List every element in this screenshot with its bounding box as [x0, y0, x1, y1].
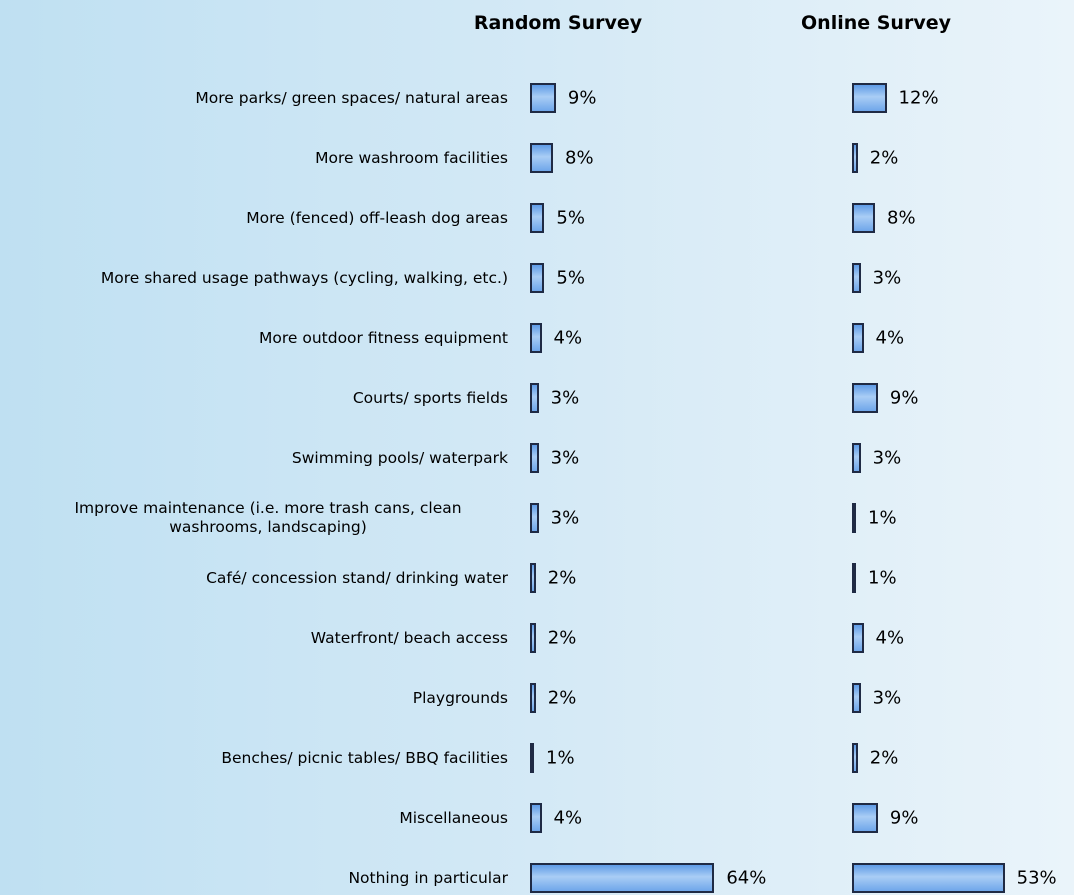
value-label: 1% [868, 567, 897, 589]
category-label-box: Courts/ sports fields [353, 373, 508, 423]
bar [530, 383, 539, 413]
value-label: 3% [550, 447, 580, 469]
bar [852, 263, 861, 293]
bar [852, 623, 864, 653]
value-label: 2% [869, 747, 899, 769]
category-label-box: More shared usage pathways (cycling, wal… [101, 253, 508, 303]
value-label: 9% [889, 807, 919, 829]
category-label: More parks/ green spaces/ natural areas [195, 88, 508, 107]
bar [852, 203, 876, 233]
bar [852, 83, 887, 113]
bar [530, 683, 536, 713]
value-label: 1% [868, 507, 897, 529]
category-label-box: Playgrounds [413, 673, 508, 723]
bar [530, 563, 536, 593]
bar [852, 563, 856, 593]
category-label-box: Benches/ picnic tables/ BBQ facilities [221, 733, 508, 783]
value-label: 8% [565, 147, 594, 169]
value-label: 64% [726, 867, 767, 889]
value-label: 1% [546, 747, 575, 769]
category-label: More outdoor fitness equipment [259, 328, 508, 347]
value-label: 3% [550, 387, 580, 409]
bar [530, 323, 542, 353]
category-label: More shared usage pathways (cycling, wal… [100, 268, 508, 287]
value-label: 8% [887, 207, 916, 229]
value-label: 3% [872, 447, 902, 469]
value-label: 2% [547, 687, 577, 709]
category-label-box: More parks/ green spaces/ natural areas [195, 73, 508, 123]
category-label: Café/ concession stand/ drinking water [206, 568, 508, 587]
value-label: 2% [869, 147, 899, 169]
value-label: 4% [553, 327, 583, 349]
bar [530, 743, 534, 773]
bar [530, 203, 545, 233]
category-label: Courts/ sports fields [352, 388, 508, 407]
value-label: 2% [547, 627, 577, 649]
category-label: Swimming pools/ waterpark [291, 448, 508, 467]
bar [530, 263, 545, 293]
bar [852, 443, 861, 473]
value-label: 3% [872, 267, 902, 289]
value-label: 4% [553, 807, 583, 829]
panel-title: Random Survey [473, 12, 643, 34]
bar [852, 803, 878, 833]
bar [530, 503, 539, 533]
category-label: Nothing in particular [348, 868, 508, 887]
category-label-box: Swimming pools/ waterpark [292, 433, 508, 483]
bar [852, 863, 1005, 893]
bar [852, 323, 864, 353]
category-label-box: More outdoor fitness equipment [259, 313, 508, 363]
bar [530, 803, 542, 833]
category-label: Benches/ picnic tables/ BBQ facilities [221, 748, 508, 767]
value-label: 4% [875, 327, 905, 349]
category-label-box: Nothing in particular [348, 853, 508, 895]
category-label-box: Café/ concession stand/ drinking water [206, 553, 508, 603]
category-label-box: More washroom facilities [315, 133, 508, 183]
value-label: 5% [556, 207, 585, 229]
bar [530, 863, 715, 893]
bar [852, 383, 878, 413]
category-label: More (fenced) off-leash dog areas [246, 208, 508, 227]
bar [530, 623, 536, 653]
bar [530, 143, 554, 173]
category-label-box: Improve maintenance (i.e. more trash can… [28, 493, 508, 543]
bar [852, 683, 861, 713]
category-label-box: Waterfront/ beach access [311, 613, 508, 663]
bar [852, 143, 858, 173]
bar [530, 443, 539, 473]
category-label-box: More (fenced) off-leash dog areas [246, 193, 508, 243]
value-label: 53% [1016, 867, 1057, 889]
category-label: Miscellaneous [399, 808, 508, 827]
value-label: 4% [875, 627, 905, 649]
category-label: Improve maintenance (i.e. more trash can… [74, 499, 462, 536]
value-label: 12% [898, 87, 939, 109]
category-label: More washroom facilities [315, 148, 508, 167]
bar [852, 503, 856, 533]
value-label: 2% [547, 567, 577, 589]
category-label-box: Miscellaneous [399, 793, 508, 843]
panel-title: Online Survey [801, 12, 951, 34]
value-label: 3% [550, 507, 580, 529]
value-label: 5% [556, 267, 585, 289]
value-label: 9% [567, 87, 597, 109]
value-label: 9% [889, 387, 919, 409]
category-label: Playgrounds [412, 688, 508, 707]
bar [852, 743, 858, 773]
value-label: 3% [872, 687, 902, 709]
bar [530, 83, 556, 113]
category-label: Waterfront/ beach access [310, 628, 508, 647]
